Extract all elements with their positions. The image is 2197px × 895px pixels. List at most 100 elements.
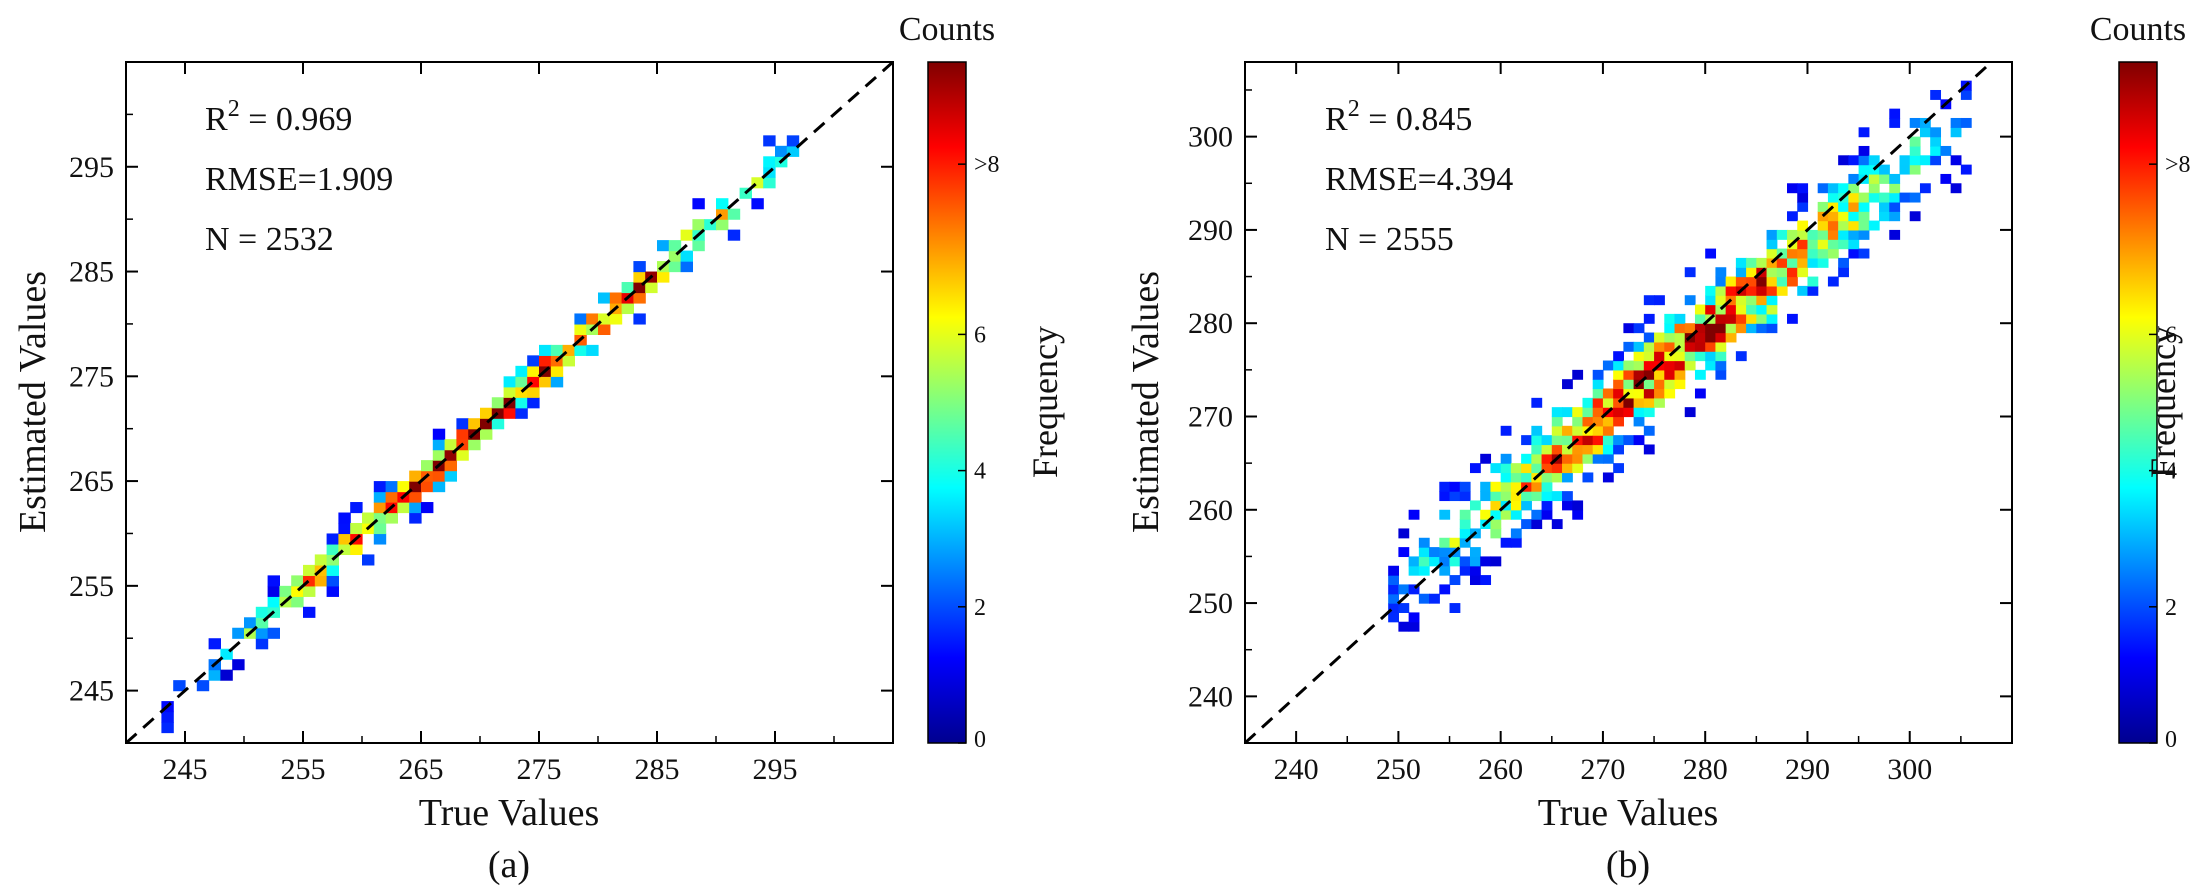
density-cell-a [609,313,623,325]
density-cell-b [1797,192,1809,203]
density-cell-b [1930,127,1942,138]
density-cell-b [1674,360,1686,371]
density-cell-b [1551,472,1563,483]
density-cell-a [456,418,469,430]
density-cell-b [1388,565,1399,576]
density-cell-b [1643,444,1655,455]
density-cell-b [1582,407,1594,418]
density-cell-b [1572,500,1584,511]
density-cell-a [468,439,481,451]
density-cell-b [1521,463,1532,474]
density-cell-b [1879,173,1890,184]
density-cell-b [1541,472,1553,483]
density-cell-b [1521,491,1532,502]
density-cell-b [1551,491,1563,502]
density-cell-a [444,460,457,472]
y-tick-label: 285 [69,256,114,289]
colorbar-tick-label: 4 [974,459,986,485]
density-cell-a [574,344,587,356]
density-cell-b [1408,612,1420,623]
colorbar-ticks-a: 0 2 4 6 >8 [958,152,1000,753]
density-cell-b [1500,481,1512,492]
density-cell-b [1766,257,1778,268]
density-cell-b [1510,500,1522,511]
x-tick-label: 285 [635,753,680,786]
x-axis-b: 240 250 260 270 280 290 300 [1244,62,2013,786]
density-cell-b [1827,229,1839,240]
density-cell-b [1613,360,1624,371]
density-cell-b [1807,257,1819,268]
density-cell-b [1879,211,1890,222]
density-cell-b [1787,267,1798,278]
density-cell-a [786,145,800,157]
density-cell-b [1797,183,1809,194]
density-cell-b [1787,183,1798,194]
density-cell-b [1715,341,1727,352]
density-cell-b [1838,183,1849,194]
density-cell-b [1408,565,1420,576]
density-cell-a [350,522,363,535]
density-cell-b [1633,397,1645,408]
y-tick-label: 265 [69,465,114,498]
r2-stat-b: R2 = 0.845 [1325,96,1472,138]
density-cell-b [1623,435,1635,446]
density-cell-b [1500,453,1512,464]
density-cell-b [1868,183,1880,194]
density-cell-b [1613,388,1624,399]
density-cell-a [326,585,339,597]
density-cell-b [1705,341,1717,352]
density-cell-b [1684,360,1696,371]
density-cell-a [244,617,257,629]
density-cell-b [1429,556,1440,567]
density-cell-b [1408,509,1420,520]
density-cell-b [1787,248,1798,259]
density-cell-b [1735,313,1747,324]
density-cell-b [1480,575,1492,586]
density-cell-b [1838,220,1849,231]
density-cell-b [1664,313,1676,324]
density-cell-a [456,449,469,461]
y-tick-label: 260 [1188,494,1233,527]
x-axis-label-a: True Values [419,792,600,834]
density-cell-b [1613,435,1624,446]
plot-frame-b [1244,61,2013,744]
density-cell-b [1848,211,1860,222]
density-cell-b [1858,164,1870,175]
density-cell-b [1694,341,1706,352]
density-cell-b [1787,229,1798,240]
density-cell-b [1469,575,1481,586]
density-cell-b [1766,285,1778,296]
density-cell-a [539,355,552,367]
density-cell-a [385,481,398,493]
density-cell-b [1541,444,1553,455]
colorbar-title-b: Counts [2090,11,2186,48]
density-cell-a [633,313,646,325]
density-cell-b [1429,547,1440,558]
density-cell-b [1643,295,1655,306]
density-cell-b [1674,332,1686,343]
density-cell-b [1725,332,1737,343]
density-cell-b [1623,341,1635,352]
density-cell-b [1899,192,1911,203]
density-cell-a [586,344,599,356]
density-cell-b [1602,397,1614,408]
density-cell-b [1858,127,1870,138]
density-cell-b [1459,509,1471,520]
density-cell-b [1674,369,1686,380]
density-cell-b [1797,257,1809,268]
density-cell-b [1480,481,1492,492]
density-cell-b [1429,593,1440,604]
density-cell-a [480,418,493,430]
density-cell-b [1715,276,1727,287]
density-cell-b [1705,304,1717,315]
density-cell-b [1787,211,1798,222]
density-cell-b [1858,155,1870,166]
r2-stat-a: R2 = 0.969 [205,96,352,138]
density-cell-b [1664,323,1676,334]
density-cell-b [1950,127,1962,138]
density-cell-b [1919,127,1931,138]
density-cell-a [562,355,575,367]
density-cell-a [326,533,339,545]
density-cell-a [409,481,422,493]
rmse-stat-a: RMSE=1.909 [205,161,393,198]
